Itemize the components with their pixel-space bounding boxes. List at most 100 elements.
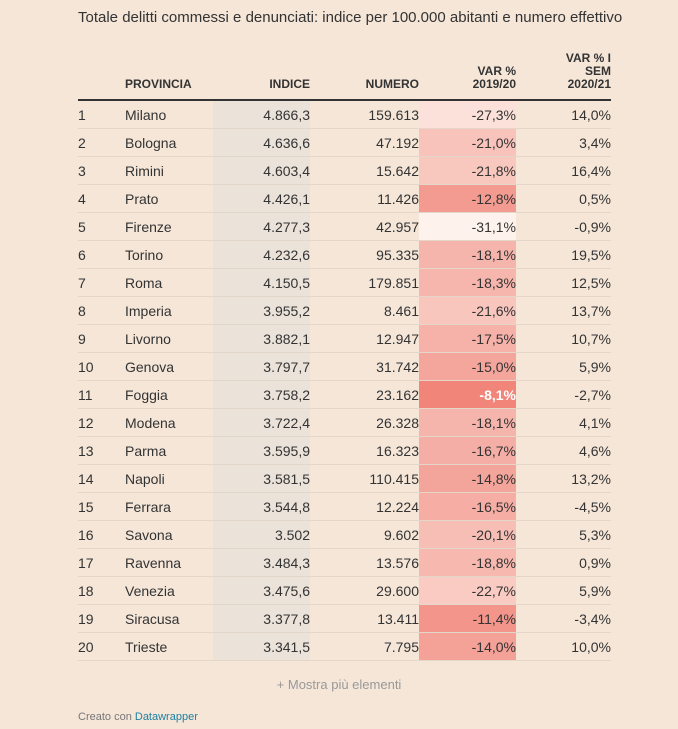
header-sem[interactable]: VAR % I SEM 2020/21: [516, 52, 611, 101]
table-row: 3 Rimini 4.603,4 15.642 -21,8% 16,4%: [78, 156, 611, 185]
row-numero: 12.947: [310, 324, 419, 353]
table-row: 5 Firenze 4.277,3 42.957 -31,1% -0,9%: [78, 212, 611, 241]
row-provincia: Firenze: [125, 212, 213, 241]
row-indice: 4.603,4: [213, 156, 310, 185]
table-row: 18 Venezia 3.475,6 29.600 -22,7% 5,9%: [78, 576, 611, 605]
row-sem: 4,1%: [516, 408, 611, 437]
row-sem: 0,9%: [516, 548, 611, 577]
row-indice: 4.150,5: [213, 268, 310, 297]
row-provincia: Napoli: [125, 464, 213, 493]
table-row: 13 Parma 3.595,9 16.323 -16,7% 4,6%: [78, 436, 611, 465]
table-row: 15 Ferrara 3.544,8 12.224 -16,5% -4,5%: [78, 492, 611, 521]
table-row: 4 Prato 4.426,1 11.426 -12,8% 0,5%: [78, 184, 611, 213]
row-var: -18,1%: [419, 408, 516, 437]
table-row: 11 Foggia 3.758,2 23.162 -8,1% -2,7%: [78, 380, 611, 409]
table-row: 10 Genova 3.797,7 31.742 -15,0% 5,9%: [78, 352, 611, 381]
row-provincia: Milano: [125, 100, 213, 129]
row-rank: 6: [78, 240, 125, 269]
row-sem: -4,5%: [516, 492, 611, 521]
row-numero: 9.602: [310, 520, 419, 549]
row-indice: 3.484,3: [213, 548, 310, 577]
row-sem: 0,5%: [516, 184, 611, 213]
row-provincia: Imperia: [125, 296, 213, 325]
row-sem: -0,9%: [516, 212, 611, 241]
row-rank: 16: [78, 520, 125, 549]
row-numero: 95.335: [310, 240, 419, 269]
row-indice: 3.581,5: [213, 464, 310, 493]
row-indice: 3.882,1: [213, 324, 310, 353]
show-more-button[interactable]: + Mostra più elementi: [276, 677, 402, 692]
row-rank: 5: [78, 212, 125, 241]
header-sem-line2: SEM: [584, 64, 611, 78]
row-indice: 3.502: [213, 520, 310, 549]
row-numero: 13.411: [310, 604, 419, 633]
header-numero[interactable]: NUMERO: [310, 52, 419, 101]
row-var: -18,1%: [419, 240, 516, 269]
row-numero: 8.461: [310, 296, 419, 325]
row-numero: 47.192: [310, 128, 419, 157]
chart-title: Totale delitti commessi e denunciati: in…: [78, 9, 623, 26]
row-numero: 31.742: [310, 352, 419, 381]
table-row: 19 Siracusa 3.377,8 13.411 -11,4% -3,4%: [78, 604, 611, 633]
row-numero: 179.851: [310, 268, 419, 297]
table-row: 16 Savona 3.502 9.602 -20,1% 5,3%: [78, 520, 611, 549]
table-row: 7 Roma 4.150,5 179.851 -18,3% 12,5%: [78, 268, 611, 297]
row-numero: 23.162: [310, 380, 419, 409]
row-provincia: Livorno: [125, 324, 213, 353]
row-rank: 11: [78, 380, 125, 409]
row-var: -21,0%: [419, 128, 516, 157]
row-rank: 10: [78, 352, 125, 381]
row-sem: -2,7%: [516, 380, 611, 409]
row-indice: 3.341,5: [213, 632, 310, 661]
header-indice[interactable]: INDICE: [213, 52, 310, 101]
row-var: -22,7%: [419, 576, 516, 605]
row-var: -14,0%: [419, 632, 516, 661]
row-rank: 3: [78, 156, 125, 185]
row-sem: 14,0%: [516, 100, 611, 129]
row-rank: 18: [78, 576, 125, 605]
row-provincia: Venezia: [125, 576, 213, 605]
table-row: 17 Ravenna 3.484,3 13.576 -18,8% 0,9%: [78, 548, 611, 577]
row-provincia: Siracusa: [125, 604, 213, 633]
header-sem-line3: 2020/21: [567, 77, 611, 91]
row-provincia: Ferrara: [125, 492, 213, 521]
row-numero: 13.576: [310, 548, 419, 577]
row-rank: 14: [78, 464, 125, 493]
row-indice: 3.595,9: [213, 436, 310, 465]
row-sem: -3,4%: [516, 604, 611, 633]
row-rank: 20: [78, 632, 125, 661]
row-var: -17,5%: [419, 324, 516, 353]
row-provincia: Rimini: [125, 156, 213, 185]
table-row: 8 Imperia 3.955,2 8.461 -21,6% 13,7%: [78, 296, 611, 325]
row-var: -16,7%: [419, 436, 516, 465]
row-var: -31,1%: [419, 212, 516, 241]
row-numero: 42.957: [310, 212, 419, 241]
datawrapper-link[interactable]: Datawrapper: [134, 711, 198, 723]
row-provincia: Foggia: [125, 380, 213, 409]
header-rank: [78, 52, 125, 101]
row-var: -21,8%: [419, 156, 516, 185]
row-numero: 159.613: [310, 100, 419, 129]
row-numero: 15.642: [310, 156, 419, 185]
row-rank: 13: [78, 436, 125, 465]
row-var: -11,4%: [419, 604, 516, 633]
row-rank: 17: [78, 548, 125, 577]
row-indice: 4.277,3: [213, 212, 310, 241]
table-row: 9 Livorno 3.882,1 12.947 -17,5% 10,7%: [78, 324, 611, 353]
row-rank: 12: [78, 408, 125, 437]
row-provincia: Genova: [125, 352, 213, 381]
row-numero: 12.224: [310, 492, 419, 521]
row-provincia: Bologna: [125, 128, 213, 157]
header-provincia[interactable]: PROVINCIA: [125, 52, 213, 101]
row-var: -18,8%: [419, 548, 516, 577]
header-var[interactable]: VAR % 2019/20: [419, 52, 516, 101]
row-sem: 13,7%: [516, 296, 611, 325]
row-rank: 19: [78, 604, 125, 633]
row-var: -15,0%: [419, 352, 516, 381]
row-rank: 4: [78, 184, 125, 213]
row-sem: 4,6%: [516, 436, 611, 465]
row-var: -18,3%: [419, 268, 516, 297]
row-provincia: Ravenna: [125, 548, 213, 577]
row-provincia: Modena: [125, 408, 213, 437]
row-sem: 13,2%: [516, 464, 611, 493]
